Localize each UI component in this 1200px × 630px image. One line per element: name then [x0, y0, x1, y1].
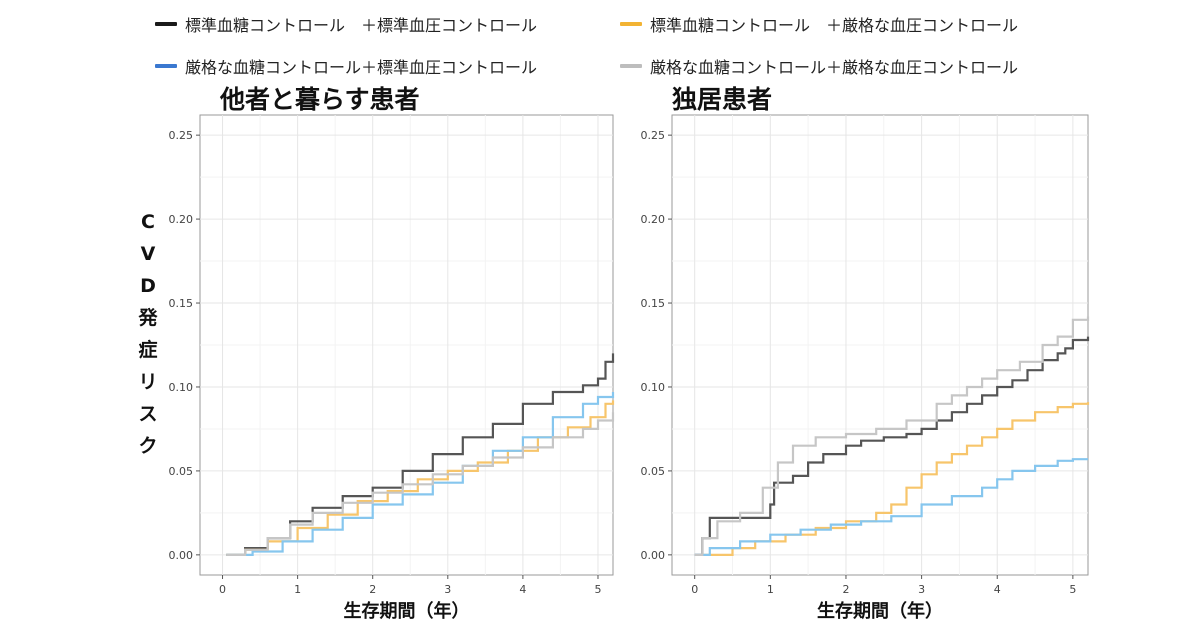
x-tick-label: 5 [594, 583, 601, 596]
y-axis-label-char: リ [138, 371, 157, 393]
legend-swatch [155, 64, 177, 68]
legend: 標準血糖コントロール ＋標準血圧コントロール 標準血糖コントロール ＋厳格な血圧… [0, 0, 1200, 90]
legend-label: 標準血糖コントロール ＋厳格な血圧コントロール [650, 16, 1019, 35]
series-line-3 [694, 316, 1090, 556]
y-tick-label: 0.05 [641, 465, 666, 478]
y-axis-label-char: ス [138, 403, 157, 425]
x-axis-label: 生存期間（年） [817, 600, 943, 622]
panel-living-with-others: 0.00 0.05 0.10 0.15 0.20 0.25 0 1 2 3 4 5 他者と暮らす患者生存… [169, 85, 615, 622]
y-axis-label-char: D [140, 275, 156, 297]
y-tick-label: 0.25 [641, 129, 666, 142]
legend-item-intensive-glucose-intensive-bp: 厳格な血糖コントロール＋厳格な血圧コントロール [620, 54, 1018, 78]
legend-swatch [620, 22, 642, 26]
panel-title: 独居患者 [672, 85, 772, 114]
panel-living-alone: 0.00 0.05 0.10 0.15 0.20 0.25 0 1 2 3 4 5 独居患者生存期間（年… [641, 85, 1090, 622]
x-tick-label: 3 [918, 583, 925, 596]
legend-label: 厳格な血糖コントロール＋厳格な血圧コントロール [650, 58, 1019, 77]
x-tick-label: 4 [994, 583, 1001, 596]
y-tick-label: 0.15 [169, 297, 194, 310]
legend-item-standard-glucose-intensive-bp: 標準血糖コントロール ＋厳格な血圧コントロール [620, 12, 1018, 36]
y-tick-label: 0.20 [641, 213, 666, 226]
x-tick-label: 5 [1069, 583, 1076, 596]
y-axis-label-char: 症 [138, 338, 157, 361]
x-tick-label: 3 [444, 583, 451, 596]
y-axis-label-char: C [141, 211, 155, 233]
y-tick-label: 0.10 [169, 381, 194, 394]
series-line-2 [694, 458, 1088, 556]
x-tick-label: 0 [691, 583, 698, 596]
x-tick-label: 4 [519, 583, 526, 596]
legend-item-intensive-glucose-standard-bp: 厳格な血糖コントロール＋標準血圧コントロール [155, 54, 537, 78]
legend-swatch [155, 22, 177, 26]
y-tick-label: 0.00 [169, 549, 194, 562]
x-tick-label: 2 [369, 583, 376, 596]
legend-item-standard-glucose-standard-bp: 標準血糖コントロール ＋標準血圧コントロール [155, 12, 537, 36]
y-tick-label: 0.15 [641, 297, 666, 310]
panel-title: 他者と暮らす患者 [219, 85, 420, 114]
x-axis-label: 生存期間（年） [344, 600, 470, 622]
legend-label: 標準血糖コントロール ＋標準血圧コントロール [185, 16, 538, 35]
y-tick-label: 0.10 [641, 381, 666, 394]
x-tick-label: 1 [767, 583, 774, 596]
y-tick-label: 0.20 [169, 213, 194, 226]
y-axis-label-char: V [141, 243, 156, 265]
legend-swatch [620, 64, 642, 68]
y-tick-label: 0.00 [641, 549, 666, 562]
y-tick-label: 0.05 [169, 465, 194, 478]
x-tick-label: 1 [294, 583, 301, 596]
legend-label: 厳格な血糖コントロール＋標準血圧コントロール [185, 58, 538, 77]
y-tick-label: 0.25 [169, 129, 194, 142]
x-tick-label: 0 [219, 583, 226, 596]
y-axis-label-char: ク [138, 435, 157, 457]
x-tick-label: 2 [842, 583, 849, 596]
y-axis-label-char: 発 [137, 306, 158, 329]
series-line-3 [226, 412, 615, 556]
